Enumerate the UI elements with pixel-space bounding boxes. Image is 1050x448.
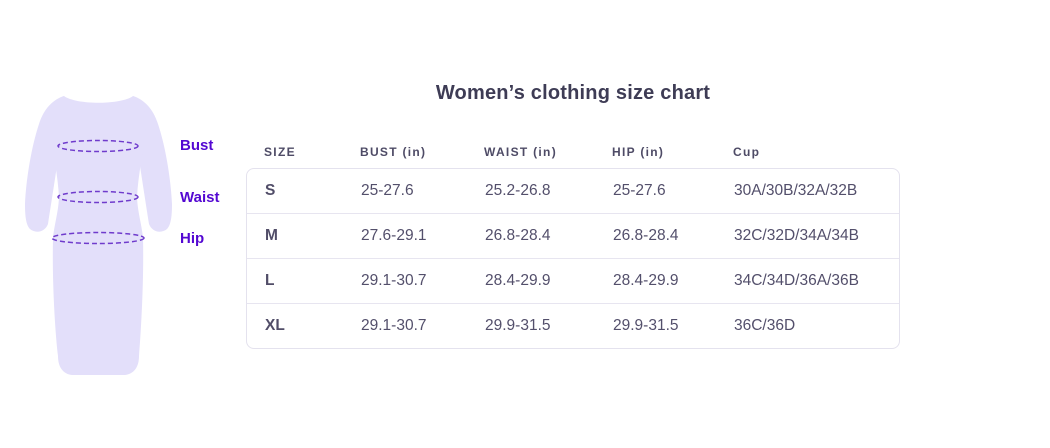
header-cell-hip: HIP (in) <box>612 145 665 159</box>
cell-cup: 32C/32D/34A/34B <box>734 227 859 244</box>
table-row-s: S 25-27.6 25.2-26.8 25-27.6 30A/30B/32A/… <box>247 169 899 213</box>
cell-waist: 26.8-28.4 <box>485 227 551 244</box>
cell-size: L <box>265 272 275 289</box>
dress-illustration <box>25 96 172 375</box>
cell-waist: 28.4-29.9 <box>485 272 551 289</box>
header-cell-waist: WAIST (in) <box>484 145 557 159</box>
cell-waist: 25.2-26.8 <box>485 182 551 199</box>
page-title: Women’s clothing size chart <box>435 82 711 104</box>
cell-size: S <box>265 182 276 199</box>
header-cell-cup: Cup <box>733 145 761 159</box>
size-table: SIZE BUST (in) WAIST (in) HIP (in) Cup S… <box>246 136 900 349</box>
table-row-xl: XL 29.1-30.7 29.9-31.5 29.9-31.5 36C/36D <box>247 303 899 348</box>
cell-hip: 25-27.6 <box>613 182 666 199</box>
cell-cup: 34C/34D/36A/36B <box>734 272 859 289</box>
dress-body <box>50 96 146 375</box>
bust-measure-line <box>57 139 139 153</box>
cell-size: XL <box>265 317 285 334</box>
waist-label: Waist <box>180 189 220 206</box>
cell-bust: 27.6-29.1 <box>361 227 427 244</box>
hip-label: Hip <box>180 230 205 247</box>
cell-bust: 29.1-30.7 <box>361 317 427 334</box>
cell-waist: 29.9-31.5 <box>485 317 551 334</box>
cell-hip: 26.8-28.4 <box>613 227 679 244</box>
header-cell-size: SIZE <box>264 145 296 159</box>
cell-cup: 30A/30B/32A/32B <box>734 182 858 199</box>
cell-size: M <box>265 227 278 244</box>
table-row-l: L 29.1-30.7 28.4-29.9 28.4-29.9 34C/34D/… <box>247 258 899 303</box>
cell-bust: 25-27.6 <box>361 182 414 199</box>
cell-hip: 28.4-29.9 <box>613 272 679 289</box>
size-table-header: SIZE BUST (in) WAIST (in) HIP (in) Cup <box>246 136 900 168</box>
waist-measure-line <box>57 190 139 204</box>
table-row-m: M 27.6-29.1 26.8-28.4 26.8-28.4 32C/32D/… <box>247 213 899 258</box>
size-table-body: S 25-27.6 25.2-26.8 25-27.6 30A/30B/32A/… <box>246 168 900 349</box>
bust-label: Bust <box>180 137 214 154</box>
cell-hip: 29.9-31.5 <box>613 317 679 334</box>
header-cell-bust: BUST (in) <box>360 145 427 159</box>
cell-bust: 29.1-30.7 <box>361 272 427 289</box>
hip-measure-line <box>51 231 145 245</box>
cell-cup: 36C/36D <box>734 317 796 334</box>
